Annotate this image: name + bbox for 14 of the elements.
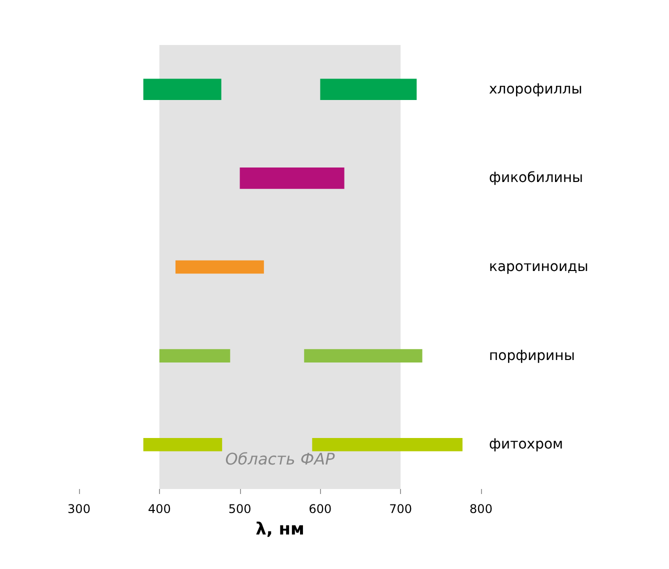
y-tick-label: каротиноиды <box>489 259 588 275</box>
x-tick-label: 600 <box>308 502 332 516</box>
bar <box>175 260 264 274</box>
x-tick-label: 800 <box>470 502 492 516</box>
y-tick-label: фитохром <box>489 436 564 453</box>
x-tick-label: 500 <box>228 502 252 516</box>
band-label: Область ФАР <box>225 450 336 468</box>
x-tick-label: 400 <box>148 502 171 516</box>
y-tick-label: порфирины <box>489 348 575 364</box>
x-axis-title: λ, нм <box>256 520 304 540</box>
y-tick-label: фикобилины <box>489 170 584 186</box>
x-tick-label: 700 <box>389 502 412 516</box>
x-tick-label: 300 <box>68 502 90 516</box>
y-tick-label: хлорофиллы <box>489 81 582 98</box>
